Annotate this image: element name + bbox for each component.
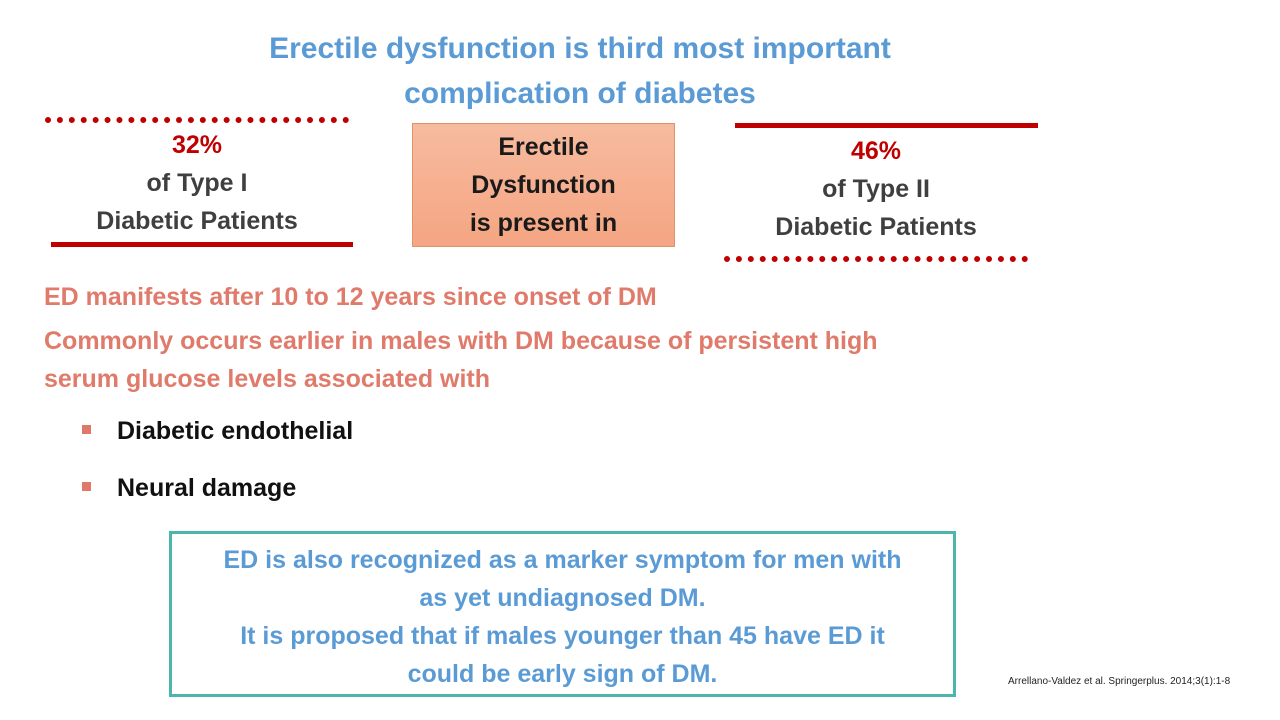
cause-text-line-1: Commonly occurs earlier in males with DM… (44, 327, 878, 355)
type2-label-line-2: Diabetic Patients (775, 213, 977, 241)
right-top-solid-rule (735, 123, 1038, 128)
slide-title-line-2: complication of diabetes (404, 77, 756, 110)
bullet-text: Neural damage (117, 474, 297, 502)
slide-title: Erectile dysfunction is third most impor… (180, 26, 980, 116)
note-line-1: ED is also recognized as a marker sympto… (223, 546, 902, 574)
citation: Arrellano-Valdez et al. Springerplus. 20… (1008, 676, 1231, 687)
onset-paragraph: ED manifests after 10 to 12 years since … (44, 278, 657, 316)
square-bullet-icon (82, 425, 91, 434)
center-box-line-3: is present in (469, 209, 618, 237)
type1-percent: 32% (171, 131, 223, 159)
type1-label-line-1: of Type I (146, 169, 248, 197)
note-line-3: It is proposed that if males younger tha… (240, 622, 885, 650)
left-top-dotted-rule (45, 117, 349, 123)
note-line-4: could be early sign of DM. (407, 660, 718, 688)
square-bullet-icon (82, 482, 91, 491)
center-box-line-2: Dysfunction (471, 171, 616, 199)
cause-paragraph: Commonly occurs earlier in males with DM… (44, 322, 878, 398)
bullet-text: Diabetic endothelial (117, 417, 354, 445)
type2-stat: 46% of Type II Diabetic Patients (724, 132, 1028, 246)
type2-percent: 46% (850, 137, 902, 165)
type1-stat: 32% of Type I Diabetic Patients (45, 126, 349, 240)
erectile-dysfunction-box: Erectile Dysfunction is present in (412, 123, 675, 247)
center-box-line-1: Erectile (498, 133, 589, 161)
onset-text: ED manifests after 10 to 12 years since … (44, 283, 657, 311)
slide-title-line-1: Erectile dysfunction is third most impor… (269, 32, 891, 65)
note-line-2: as yet undiagnosed DM. (419, 584, 706, 612)
type1-label-line-2: Diabetic Patients (96, 207, 298, 235)
left-bottom-solid-rule (51, 242, 353, 247)
cause-text-line-2: serum glucose levels associated with (44, 365, 491, 393)
marker-symptom-note: ED is also recognized as a marker sympto… (169, 531, 956, 697)
right-bottom-dotted-rule (724, 256, 1028, 262)
type2-label-line-1: of Type II (822, 175, 930, 203)
